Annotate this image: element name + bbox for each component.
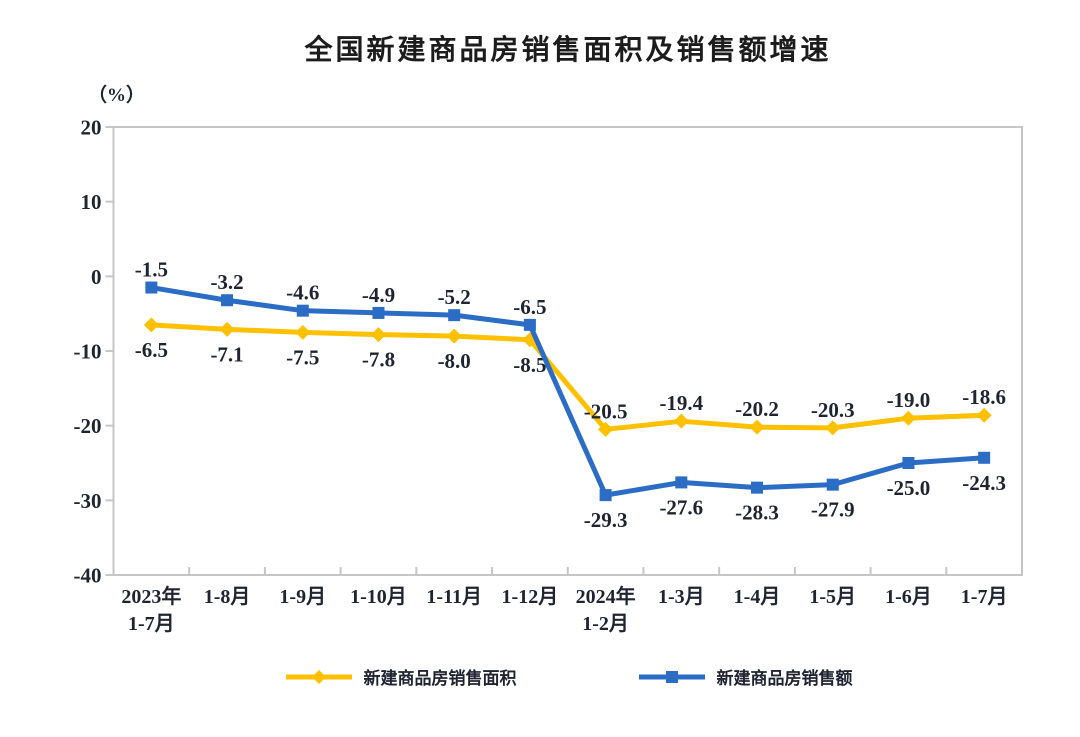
sales-value-point-marker: [372, 306, 385, 319]
sales-area-point-marker: [825, 420, 841, 436]
x-axis-category-label: 1-5月: [809, 586, 856, 608]
sales-area-data-label: -19.4: [659, 391, 703, 415]
y-axis-tick-label: -30: [74, 489, 102, 513]
sales-area-data-label: -7.8: [362, 348, 395, 372]
sales-area-data-label: -8.5: [513, 353, 546, 377]
legend-item-sales-area: 新建商品房销售面积: [284, 664, 517, 689]
x-axis-category-label: 1-7月: [961, 586, 1008, 608]
sales-value-point-marker: [221, 294, 234, 307]
sales-area-line: [148, 322, 987, 432]
sales-area-data-label: -20.2: [735, 397, 779, 421]
sales-area-point-marker: [370, 327, 386, 343]
sales-value-point-marker: [675, 476, 688, 489]
legend-item-sales-value: 新建商品房销售额: [637, 664, 853, 689]
x-axis-category-label: 1-3月: [658, 586, 705, 608]
y-axis-tick-label: 10: [81, 190, 102, 214]
sales-value-point-marker: [751, 481, 764, 494]
sales-value-data-label: -29.3: [584, 508, 628, 532]
sales-value-point-marker: [523, 318, 536, 331]
sales-value-point-marker: [296, 304, 309, 317]
sales-value-point-marker: [978, 451, 991, 464]
sales-value-data-label: -4.9: [362, 283, 395, 307]
sales-area-point-marker: [295, 324, 311, 340]
legend-marker-shape: [311, 669, 326, 684]
sales-value-data-label: -6.5: [513, 295, 546, 319]
sales-value-point-marker: [145, 281, 158, 294]
sales-value-data-label: -27.6: [659, 495, 703, 519]
sales-area-data-label: -20.5: [584, 399, 628, 423]
sales-area-point-marker: [598, 421, 614, 437]
sales-value-point-marker: [448, 309, 461, 322]
y-axis-tick-label: -40: [74, 564, 102, 588]
x-axis-category-label: 1-11月: [426, 586, 482, 608]
sales-area-data-label: -18.6: [962, 385, 1006, 409]
sales-value-data-label: -1.5: [135, 258, 168, 282]
sales-value-data-label: -27.9: [811, 498, 855, 522]
x-axis-category-label: 1-8月: [204, 586, 251, 608]
sales-value-data-label: -28.3: [735, 501, 779, 525]
sales-value-data-label: -5.2: [438, 285, 471, 309]
x-axis-category-label: 1-12月: [502, 586, 559, 608]
sales-value-data-label: -25.0: [887, 476, 931, 500]
sales-value-data-label: -24.3: [962, 471, 1006, 495]
x-axis-category-label: 1-4月: [734, 586, 781, 608]
y-axis-unit-label: （%）: [88, 85, 146, 106]
sales-value-point-marker: [599, 489, 612, 502]
sales-area-point-marker: [143, 317, 159, 333]
sales-value-data-label: -3.2: [210, 270, 243, 294]
sales-value-data-label: -4.6: [286, 281, 319, 305]
chart-title: 全国新建商品房销售面积及销售额增速: [304, 34, 832, 65]
x-axis-category-label: 1-9月: [279, 586, 326, 608]
y-axis-tick-label: 20: [81, 116, 102, 140]
sales-area-point-marker: [976, 407, 992, 423]
sales-area-point-marker: [219, 321, 235, 337]
sales-area-point-marker: [446, 328, 462, 344]
sales-area-point-marker: [673, 413, 689, 429]
sales-area-point-marker: [749, 419, 765, 435]
sales-value-line: [148, 285, 987, 498]
chart-legend: 新建商品房销售面积 新建商品房销售额: [114, 664, 1022, 689]
sales-area-data-label: -7.1: [210, 342, 243, 366]
x-axis-category-label: 1-10月: [350, 586, 407, 608]
sales-area-data-label: -8.0: [438, 349, 471, 373]
sales-value-legend-marker: [638, 670, 705, 683]
legend-marker-shape: [665, 670, 678, 683]
legend-label-sales-value: 新建商品房销售额: [716, 669, 853, 688]
x-axis-category-label: 1-6月: [885, 586, 932, 608]
sales-area-point-marker: [900, 410, 916, 426]
legend-label-sales-area: 新建商品房销售面积: [363, 669, 517, 688]
sales-area-data-label: -19.0: [887, 388, 931, 412]
y-axis-tick-label: -10: [74, 340, 102, 364]
sales-area-data-label: -6.5: [135, 338, 168, 362]
y-axis-tick-label: -20: [74, 414, 102, 438]
y-axis-tick-label: 0: [91, 265, 102, 289]
x-axis-category-label: 2024年 1-2月: [576, 584, 636, 635]
sales-area-data-label: -20.3: [811, 398, 855, 422]
x-axis-category-label: 2023年 1-7月: [121, 584, 181, 635]
sales-area-data-label: -7.5: [286, 345, 319, 369]
sales-value-point-marker: [902, 457, 915, 469]
plot-border: [112, 126, 1023, 576]
sales-area-legend-marker: [285, 669, 352, 684]
sales-value-point-marker: [826, 478, 839, 491]
